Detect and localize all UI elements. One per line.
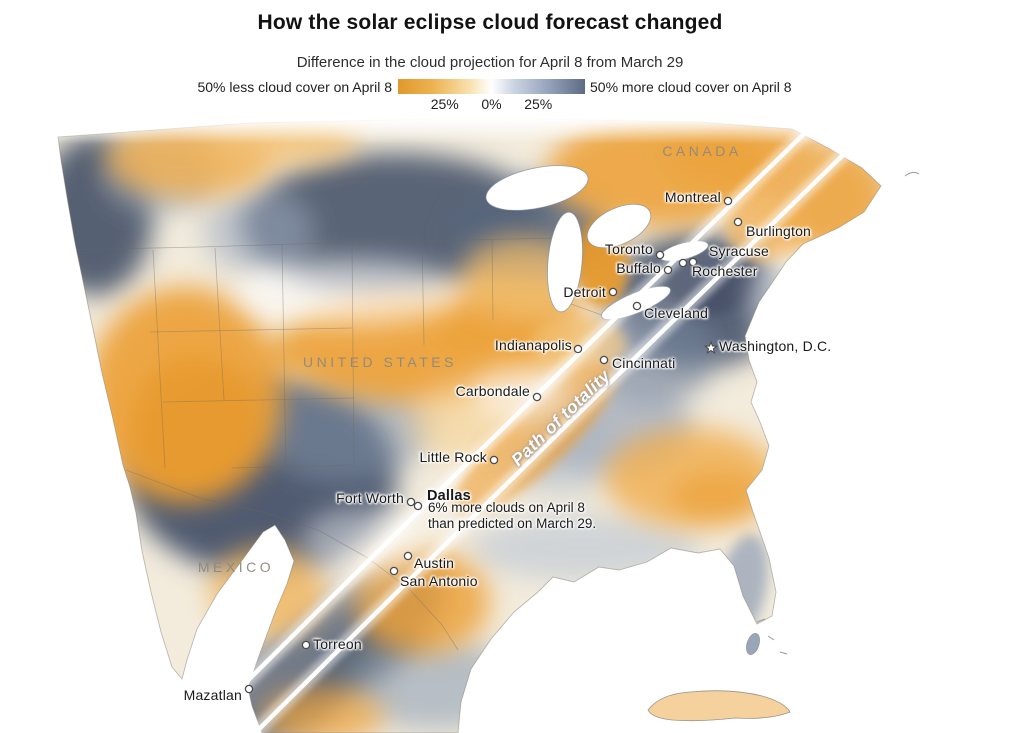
city-marker-toronto bbox=[655, 250, 665, 260]
band-edge-southeast bbox=[251, 88, 912, 733]
legend-tick-25-more: 25% bbox=[524, 96, 553, 112]
city-marker-indianapolis bbox=[573, 344, 583, 354]
band-edge-northwest bbox=[193, 58, 882, 733]
totality-band bbox=[190, 54, 915, 733]
header: How the solar eclipse cloud forecast cha… bbox=[0, 0, 1024, 118]
legend-right-label: 50% more cloud cover on April 8 bbox=[590, 79, 792, 95]
city-marker-little-rock bbox=[489, 455, 499, 465]
city-marker-burlington bbox=[733, 217, 743, 227]
legend-ticks: 25% 0% 25% bbox=[398, 96, 585, 112]
city-marker-san-antonio bbox=[389, 566, 399, 576]
subtitle: Difference in the cloud projection for A… bbox=[296, 54, 684, 71]
city-marker-dallas bbox=[413, 501, 423, 511]
city-marker-carbondale bbox=[532, 392, 542, 402]
city-marker-buffalo bbox=[663, 265, 673, 275]
city-marker-fort-worth bbox=[406, 497, 416, 507]
caribbean-islands bbox=[647, 171, 920, 722]
city-marker-cincinnati bbox=[599, 355, 609, 365]
city-marker-mazatlan bbox=[244, 684, 254, 694]
city-marker-montreal bbox=[723, 196, 733, 206]
page-title: How the solar eclipse cloud forecast cha… bbox=[257, 11, 723, 34]
city-markers bbox=[244, 196, 743, 694]
legend-left-label: 50% less cloud cover on April 8 bbox=[197, 79, 392, 95]
legend-tick-0: 0% bbox=[481, 96, 502, 112]
coastline bbox=[57, 117, 882, 733]
city-marker-cleveland bbox=[632, 301, 642, 311]
city-marker-syracuse bbox=[688, 257, 698, 267]
city-marker-rochester bbox=[678, 258, 688, 268]
city-marker-torreon bbox=[301, 640, 311, 650]
legend-tick-25-less: 25% bbox=[430, 96, 459, 112]
boundary-lines bbox=[59, 237, 611, 651]
city-marker-detroit bbox=[608, 287, 618, 297]
legend-gradient-bar bbox=[398, 79, 585, 94]
star-marker-washington-d-c bbox=[703, 340, 719, 355]
city-marker-austin bbox=[403, 551, 413, 561]
